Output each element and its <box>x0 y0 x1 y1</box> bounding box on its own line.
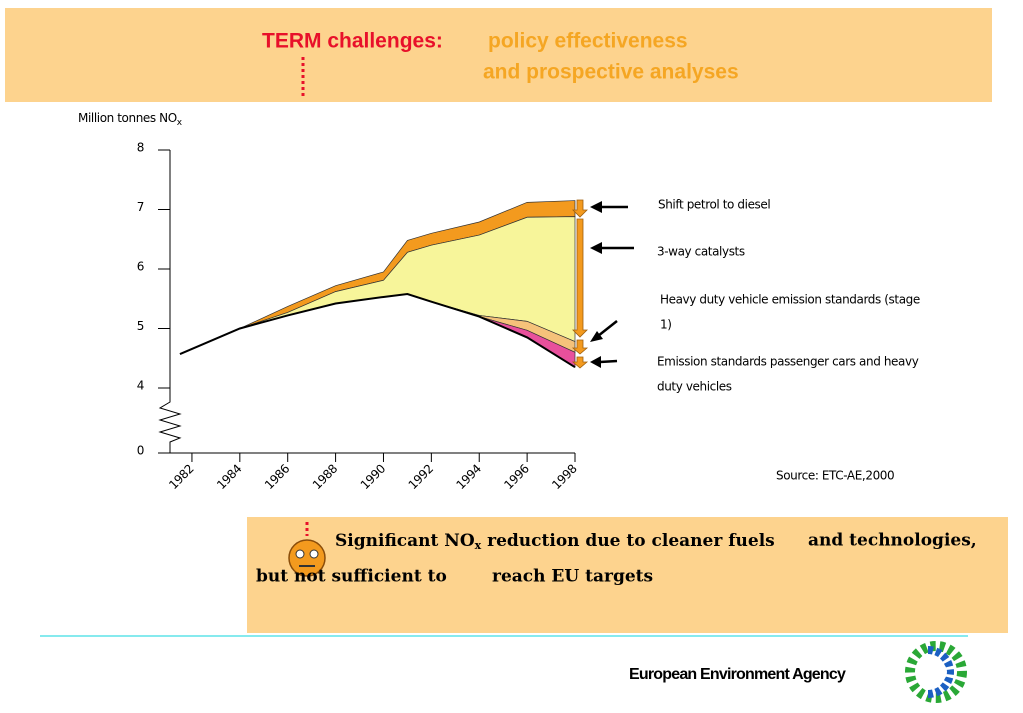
title-red: TERM challenges: <box>262 30 443 53</box>
actual-line <box>179 292 576 369</box>
y-axis <box>158 150 182 453</box>
title-orange: policy effectiveness <box>488 30 688 53</box>
x-tick-label: 1994 <box>453 462 483 492</box>
annotation: Emission standards passenger cars and he… <box>657 355 919 369</box>
x-tick-label: 1992 <box>406 462 436 492</box>
pointer-arrows <box>590 201 634 368</box>
message-line: Significant NOx reduction due to cleaner… <box>335 531 775 553</box>
message-text: but not sufficient to <box>256 567 447 587</box>
x-tick-label: 1988 <box>310 462 340 492</box>
agency-name: European Environment Agency <box>629 666 846 683</box>
y-tick-label: 0 <box>137 444 144 458</box>
annotation: 1) <box>660 318 672 332</box>
x-tick-label: 1990 <box>358 462 388 492</box>
y-label-sub: x <box>177 118 183 128</box>
message-box <box>247 517 1008 633</box>
message-text: Significant NO <box>335 531 475 551</box>
source: Source: ETC-AE,2000 <box>776 469 894 483</box>
y-tick-label: 7 <box>137 200 144 214</box>
message-sub: x <box>475 539 482 552</box>
eea-logo <box>905 641 967 703</box>
message-text: and technologies, <box>808 531 977 551</box>
x-tick-label: 1982 <box>166 462 196 492</box>
y-tick-label: 8 <box>137 141 144 155</box>
x-tick-label: 1998 <box>549 462 579 492</box>
x-tick-label: 1986 <box>262 462 292 492</box>
arrows <box>571 199 589 369</box>
y-tick-label: 6 <box>137 260 144 274</box>
y-axis-label: Million tonnes NOx <box>78 111 183 128</box>
message-text: reduction due to cleaner fuels <box>481 531 775 551</box>
y-tick-label: 4 <box>137 379 144 393</box>
y-tick-label: 5 <box>137 319 144 333</box>
plot: 0 4 5 6 7 8 1982 1984 1986 1988 1990 1992 1994 1996 19… <box>137 141 580 493</box>
x-tick-label: 1984 <box>214 462 244 492</box>
title-orange: and prospective analyses <box>483 61 739 84</box>
y-label: Million tonnes NO <box>78 111 177 125</box>
title-banner <box>5 8 992 102</box>
message-text: reach EU targets <box>492 567 653 587</box>
annotation: duty vehicles <box>657 380 732 394</box>
annotation: 3-way catalysts <box>657 245 745 259</box>
annotation: Shift petrol to diesel <box>658 198 770 212</box>
face-icon <box>288 539 326 577</box>
annotation: Heavy duty vehicle emission standards (s… <box>660 293 920 307</box>
x-tick-label: 1996 <box>501 462 531 492</box>
